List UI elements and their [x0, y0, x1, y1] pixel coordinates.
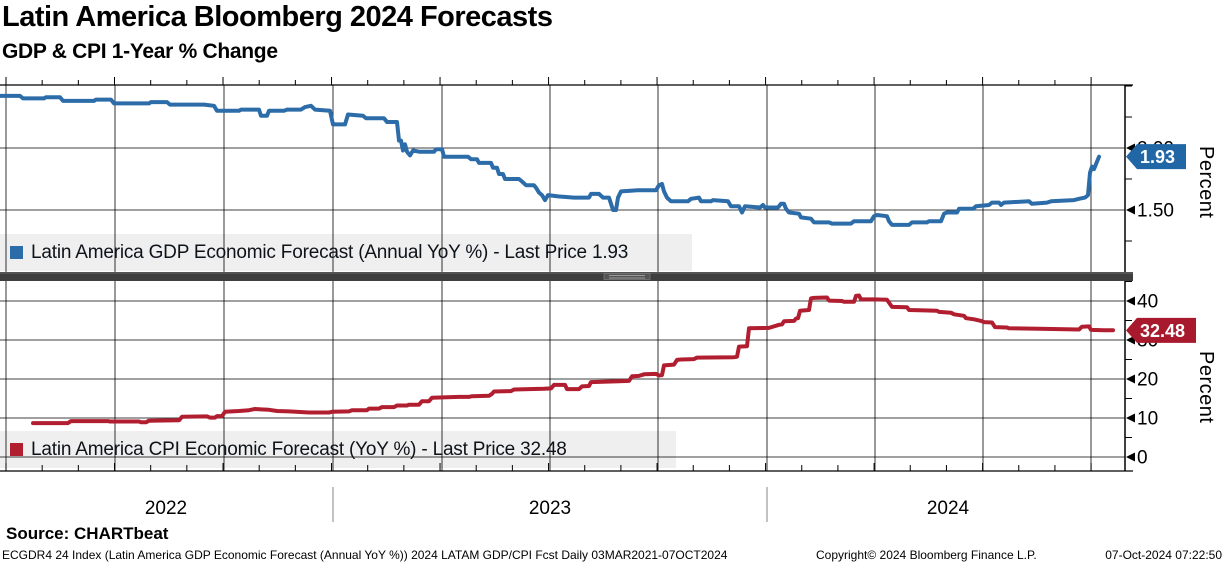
- y-tick-arrow-icon: [1126, 452, 1135, 462]
- time-axis-ticks: [5, 77, 1092, 471]
- y-tick-label: 40: [1137, 292, 1158, 313]
- y-tick-arrow-icon: [1126, 413, 1135, 423]
- y-tick-label: 20: [1137, 370, 1158, 391]
- x-axis-year-label: 2024: [926, 498, 970, 519]
- panel-separator: [0, 272, 1133, 281]
- y-tick-label: 1.50: [1137, 201, 1174, 222]
- cpi-line: [31, 293, 1115, 426]
- horizontal-gridlines: [0, 147, 1125, 458]
- y-tick-label: 0: [1137, 448, 1148, 469]
- cpi-series-swatch-icon: [10, 443, 23, 456]
- cpi-y-axis: 403020100: [1125, 281, 1158, 469]
- y-tick-arrow-icon: [1126, 296, 1135, 306]
- footer-index-info: ECGDR4 24 Index (Latin America GDP Econo…: [2, 548, 728, 562]
- last-price-value: 32.48: [1140, 321, 1185, 341]
- chart-subtitle: GDP & CPI 1-Year % Change: [2, 40, 278, 63]
- gdp-line: [0, 93, 1101, 227]
- cpi-axis-title: Percent: [1195, 351, 1217, 424]
- gdp-last-price-badge: 1.93: [1126, 144, 1186, 170]
- vertical-gridlines: [5, 85, 1092, 471]
- cpi-last-price-badge: 32.48: [1126, 317, 1196, 343]
- gdp-series-swatch-icon: [10, 246, 23, 259]
- legend-gdp[interactable]: Latin America GDP Economic Forecast (Ann…: [0, 234, 692, 271]
- gdp-legend-label: Latin America GDP Economic Forecast (Ann…: [31, 241, 629, 263]
- separator-drag-handle-icon[interactable]: [603, 273, 651, 280]
- x-axis-year-label: 2023: [528, 498, 572, 519]
- cpi-legend-label: Latin America CPI Economic Forecast (YoY…: [31, 438, 567, 460]
- footer-datetime: 07-Oct-2024 07:22:50: [1105, 548, 1222, 562]
- last-price-value: 1.93: [1140, 147, 1175, 167]
- y-tick-arrow-icon: [1126, 374, 1135, 384]
- y-tick-label: 10: [1137, 409, 1158, 430]
- y-tick-arrow-icon: [1126, 205, 1135, 215]
- chart-title: Latin America Bloomberg 2024 Forecasts: [2, 1, 553, 33]
- footer-copyright: Copyright© 2024 Bloomberg Finance L.P.: [816, 548, 1037, 562]
- legend-cpi[interactable]: Latin America CPI Economic Forecast (YoY…: [0, 431, 676, 468]
- legend-band-cpi: [0, 431, 676, 468]
- gdp-axis-title: Percent: [1195, 145, 1217, 219]
- source-label: Source: CHARTbeat: [6, 524, 169, 543]
- x-axis-year-label: 2022: [144, 498, 188, 519]
